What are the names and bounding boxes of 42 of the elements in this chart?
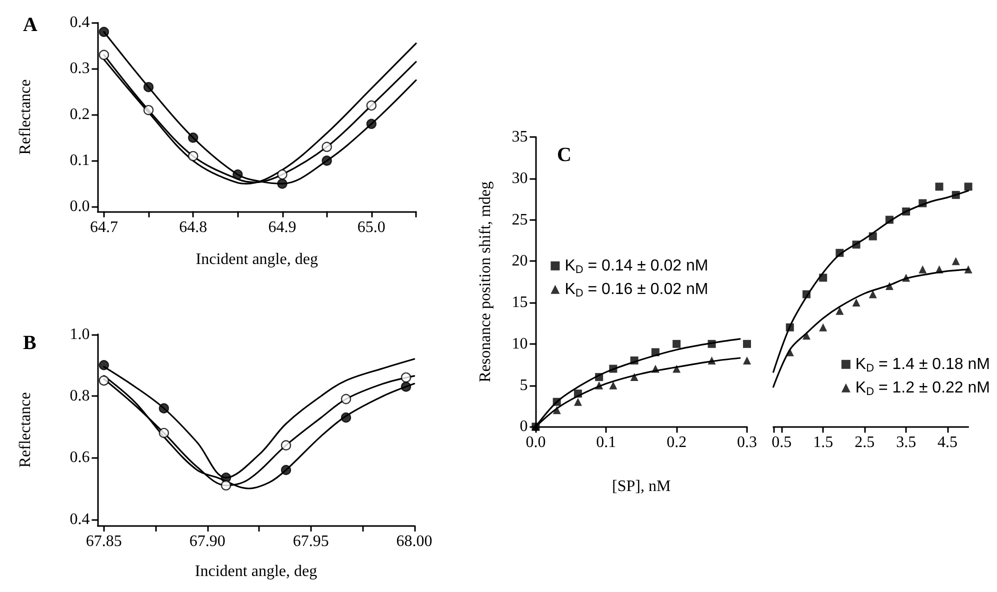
y-tick-label: 0.4 bbox=[70, 14, 90, 32]
x-tick-label: 65.0 bbox=[357, 218, 386, 236]
x-axis-title: [SP], nM bbox=[612, 478, 671, 496]
y-tick-label: 5 bbox=[520, 376, 528, 394]
x-tick-label: 3.5 bbox=[896, 434, 916, 452]
y-tick-label: 0.8 bbox=[70, 387, 90, 404]
y-tick-label: 15 bbox=[512, 294, 528, 312]
x-tick-label: 67.95 bbox=[292, 533, 329, 550]
chart-title: C bbox=[557, 144, 572, 166]
y-tick-label: 0.4 bbox=[70, 510, 90, 528]
y-tick-label: 30 bbox=[512, 170, 528, 187]
y-axis-title: Reflectance bbox=[17, 392, 34, 468]
x-tick-label: 64.7 bbox=[90, 218, 118, 236]
x-tick-label: 67.85 bbox=[86, 533, 122, 550]
y-tick-label: 25 bbox=[512, 211, 528, 228]
y-tick-label: 10 bbox=[512, 335, 528, 352]
y-tick-label: 0.2 bbox=[70, 106, 90, 124]
x-tick-label: 0.5 bbox=[772, 434, 792, 452]
y-axis-title: Reflectance bbox=[17, 79, 34, 155]
y-tick-label: 0 bbox=[520, 418, 528, 436]
x-axis-title: Incident angle, deg bbox=[194, 563, 318, 580]
x-tick-label: 68.00 bbox=[396, 533, 432, 550]
x-tick-label: 64.8 bbox=[179, 218, 208, 236]
chart-title: A bbox=[23, 14, 38, 36]
x-tick-label: 1.5 bbox=[813, 434, 834, 452]
x-tick-label: 4.5 bbox=[938, 434, 958, 452]
chart-title: B bbox=[23, 332, 36, 354]
y-axis-title: Resonance position shift, mdeg bbox=[477, 181, 494, 382]
x-tick-label: 2.5 bbox=[854, 434, 875, 452]
x-tick-label: 0.1 bbox=[596, 434, 616, 452]
y-tick-label: 35 bbox=[512, 128, 528, 146]
x-tick-label: 67.90 bbox=[189, 533, 226, 550]
y-tick-label: 20 bbox=[512, 252, 528, 270]
y-tick-label: 0.6 bbox=[70, 449, 90, 466]
y-tick-label: 0.1 bbox=[70, 152, 90, 170]
y-tick-label: 1.0 bbox=[70, 326, 90, 343]
x-tick-label: 0.2 bbox=[666, 434, 687, 452]
x-axis-title: Incident angle, deg bbox=[196, 250, 318, 268]
y-tick-label: 0.0 bbox=[70, 198, 90, 216]
x-tick-label: 64.9 bbox=[268, 218, 296, 236]
x-tick-label: 0.3 bbox=[737, 434, 757, 452]
y-tick-label: 0.3 bbox=[70, 60, 90, 78]
